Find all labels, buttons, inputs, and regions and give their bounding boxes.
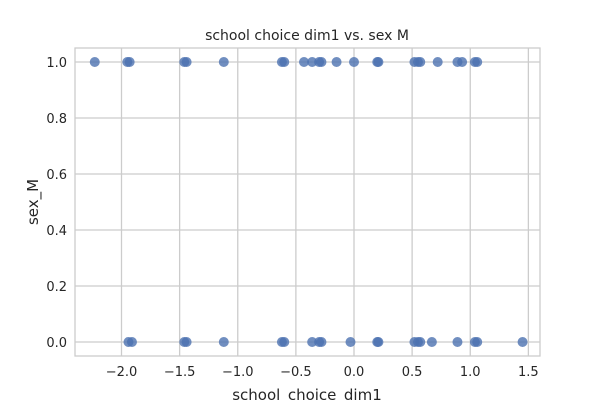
data-point [373,57,384,67]
x-axis-label: school_choice_dim1 [232,386,382,400]
data-point [316,337,327,347]
y-axis-label: sex_M [24,179,43,225]
data-point [181,57,192,67]
data-point [472,57,483,67]
chart-title: school choice dim1 vs. sex M [205,28,409,44]
x-tick-label: −0.5 [280,365,312,380]
data-points [89,57,528,347]
data-point [307,57,318,67]
data-point [452,337,463,347]
data-point [126,337,137,347]
y-tick-labels: 0.0 0.2 0.4 0.6 0.8 1.0 [46,56,67,351]
y-tick-label: 0.8 [46,112,67,127]
data-point [349,57,359,67]
plot-frame [74,47,541,357]
data-point [373,337,384,347]
y-tick-label: 0.0 [46,336,67,351]
data-point [218,57,229,67]
data-point [307,337,318,347]
data-point [299,57,310,67]
data-point [432,57,443,67]
data-point [517,337,528,347]
data-point [415,57,426,67]
x-tick-label: 0.0 [344,365,365,380]
data-point [181,337,192,347]
data-point [89,57,100,67]
data-point [426,337,437,347]
data-point [279,57,290,67]
data-point [279,337,290,347]
data-point [331,57,342,67]
x-tick-label: −2.0 [106,365,138,380]
y-tick-label: 0.4 [46,224,67,239]
data-point [457,57,468,67]
x-tick-label: −1.5 [164,365,196,380]
y-tick-label: 1.0 [46,56,67,71]
x-tick-label: −1.0 [222,365,254,380]
data-point [345,337,356,347]
x-tick-labels: −2.0 −1.5 −1.0 −0.5 0.0 0.5 1.0 1.5 [106,365,539,380]
x-tick-label: 1.5 [518,365,539,380]
x-tick-label: 1.0 [460,365,481,380]
y-tick-label: 0.2 [46,280,67,295]
data-point [218,337,229,347]
data-point [472,337,483,347]
data-point [316,57,327,67]
x-tick-label: 0.5 [402,365,423,380]
data-point [124,57,135,67]
data-point [415,337,426,347]
y-tick-label: 0.6 [46,168,67,183]
